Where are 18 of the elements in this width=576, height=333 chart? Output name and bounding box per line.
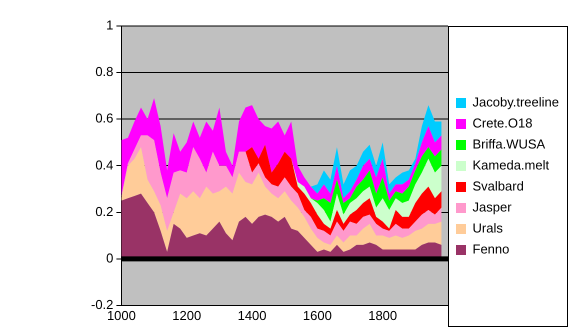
x-tick-label: 1600: [302, 308, 332, 323]
x-tick-label: 1200: [172, 308, 202, 323]
legend-label: Fenno: [472, 242, 510, 257]
y-tick-label: 0.8: [95, 64, 114, 80]
legend-label: Crete.O18: [472, 116, 532, 131]
x-tick-label: 1400: [238, 308, 266, 323]
x-tick-label: 1800: [368, 308, 398, 323]
legend-label: Briffa.WUSA: [472, 136, 546, 152]
legend-label: Svalbard: [472, 178, 524, 194]
y-tick-label: 1: [106, 18, 114, 33]
y-tick-label: 0.4: [95, 157, 114, 172]
legend-label: Jacoby.treeline: [472, 94, 559, 110]
legend-label: Urals: [472, 220, 504, 236]
y-tick-label: 0: [106, 250, 114, 266]
y-tick-label: 0.2: [95, 204, 114, 219]
legend-label: Kameda.melt: [472, 158, 550, 173]
legend-label: Jasper: [472, 200, 512, 215]
y-tick-label: 0.6: [95, 110, 114, 126]
